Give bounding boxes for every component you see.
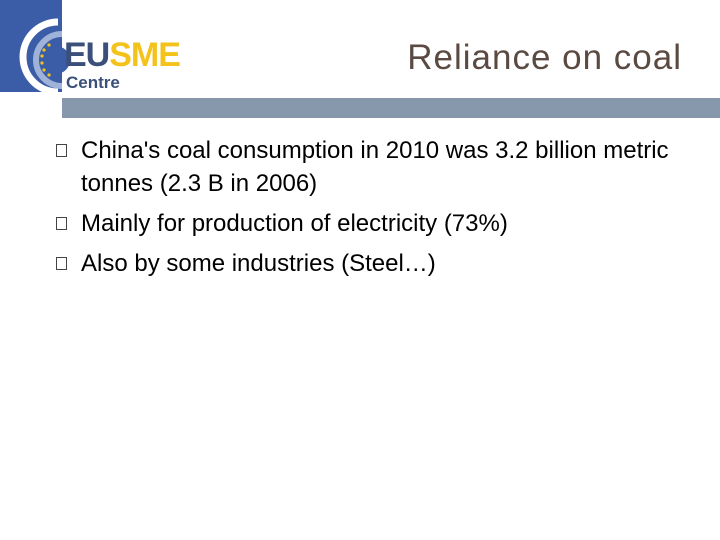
bullet-item: Mainly for production of electricity (73… (56, 207, 676, 240)
logo-brand-part: EU (64, 36, 110, 74)
bullet-marker (56, 144, 67, 157)
title-bar (62, 98, 720, 118)
logo-subtitle: Centre (66, 73, 120, 92)
bullet-item: Also by some industries (Steel…) (56, 247, 676, 280)
bullet-list: China's coal consumption in 2010 was 3.2… (56, 134, 676, 287)
slide-title: Reliance on coal (407, 38, 682, 77)
logo-brand-part: SME (109, 36, 181, 74)
bullet-item: China's coal consumption in 2010 was 3.2… (56, 134, 676, 200)
bullet-marker (56, 257, 67, 270)
bullet-text: Mainly for production of electricity (73… (81, 210, 508, 237)
bullet-text: China's coal consumption in 2010 was 3.2… (81, 137, 669, 197)
bullet-marker (56, 217, 67, 230)
logo-brand: EUSME (64, 36, 181, 74)
bullet-text: Also by some industries (Steel…) (81, 250, 436, 277)
logo-emblem (19, 18, 70, 96)
